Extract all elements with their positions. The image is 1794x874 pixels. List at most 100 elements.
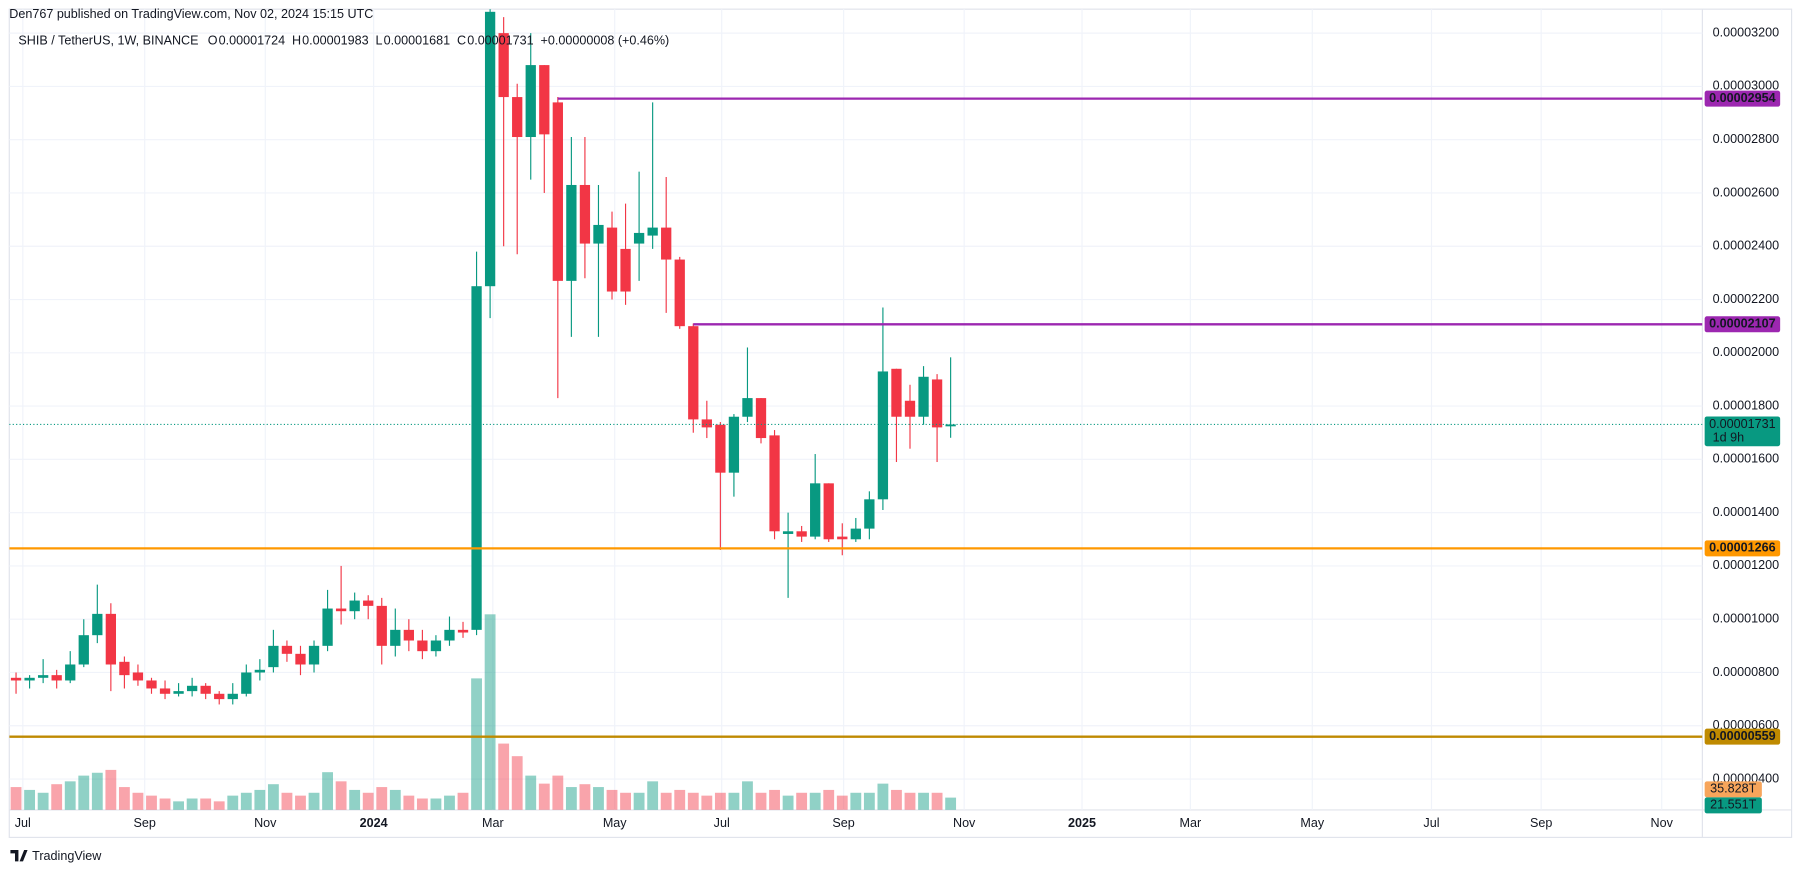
candle-body — [918, 376, 929, 417]
candle-body — [403, 629, 414, 641]
footer: TradingView — [10, 849, 102, 863]
candle-body — [782, 531, 794, 534]
y-tick-label: 0.00001200 — [1713, 558, 1779, 572]
volume-bar — [267, 784, 279, 810]
volume-bar — [796, 792, 808, 810]
candle-body — [661, 227, 672, 260]
candle-body — [417, 640, 428, 652]
volume-bar — [863, 792, 875, 810]
y-tick-label: 0.00001000 — [1713, 612, 1779, 626]
x-tick-label: Mar — [482, 816, 504, 830]
x-tick-label: Jul — [15, 816, 31, 830]
ohlc-label: C — [457, 34, 466, 48]
candle-body — [742, 398, 753, 417]
volume-bar — [254, 789, 266, 810]
candle-body — [552, 102, 563, 281]
volume-bar — [37, 792, 49, 810]
volume-bar — [904, 792, 916, 810]
level-label: 0.00002954 — [1709, 91, 1775, 105]
axes: 0.000004000.000006000.000008000.00001000… — [15, 25, 1781, 830]
candle-body — [200, 685, 211, 694]
y-tick-label: 0.00001400 — [1713, 505, 1779, 519]
x-tick-label: Sep — [832, 816, 854, 830]
candle-body — [308, 645, 320, 665]
volume-bar — [633, 792, 645, 810]
candle-body — [254, 669, 265, 673]
candle-body — [904, 400, 916, 417]
candle-body — [119, 661, 130, 676]
level-badge — [1704, 316, 1781, 333]
y-tick-label: 0.00003000 — [1713, 79, 1779, 93]
last-price-label: 0.00001731 — [1709, 417, 1775, 431]
candle-body — [146, 680, 157, 689]
candle-body — [24, 677, 35, 681]
volume-bar — [769, 789, 780, 810]
volume-bar — [660, 792, 672, 810]
candle-body — [37, 675, 49, 678]
frame — [8, 8, 1793, 838]
volume-bar — [91, 772, 103, 810]
candle-body — [268, 645, 279, 668]
x-tick-label: Sep — [134, 816, 156, 830]
candle-body — [674, 259, 685, 327]
volume-bar — [511, 756, 523, 810]
candle-body — [214, 693, 225, 700]
candle-body — [376, 605, 387, 646]
y-tick-label: 0.00002800 — [1713, 132, 1779, 146]
volume-bar — [295, 795, 306, 810]
y-tick-label: 0.00002000 — [1713, 345, 1779, 359]
y-tick-label: 0.00001600 — [1713, 452, 1779, 466]
x-tick-label: Jul — [1423, 816, 1439, 830]
volume-bar — [593, 787, 604, 810]
candle-body — [877, 371, 889, 500]
candle-body — [837, 536, 848, 540]
candle-body — [512, 97, 523, 138]
volume-bar — [498, 743, 510, 810]
candle-body — [173, 691, 184, 694]
volume-bar — [755, 792, 767, 810]
y-tick-label: 0.00002600 — [1713, 185, 1779, 199]
volume-bar — [159, 798, 171, 810]
candle-body — [945, 424, 956, 427]
x-tick-label: Mar — [1180, 816, 1202, 830]
volume-bar — [308, 792, 320, 810]
volume-bar — [538, 783, 550, 810]
ohlc-value: 0.00001724 — [219, 34, 285, 48]
volume-bar — [227, 795, 239, 810]
candle-body — [728, 416, 740, 473]
volume-bar — [240, 792, 252, 810]
candle-body — [498, 33, 509, 98]
candle-body — [51, 675, 62, 681]
y-tick-label: 0.00002200 — [1713, 292, 1779, 306]
candle-body — [65, 664, 76, 681]
y-tick-label: 0.00000600 — [1713, 718, 1779, 732]
candle-body — [810, 483, 821, 537]
volume-bar — [376, 787, 388, 810]
volume-bar — [471, 678, 482, 810]
candle-body — [755, 398, 767, 439]
ohlc-label: L — [376, 34, 383, 48]
x-tick-label: 2024 — [360, 816, 388, 830]
volume-bar — [687, 792, 699, 810]
y-tick-label: 0.00001800 — [1713, 398, 1779, 412]
brand: TradingView — [32, 849, 102, 863]
volume-bar — [200, 798, 212, 810]
legend: SHIB / TetherUS, 1W, BINANCE O 0.00001724 H… — [18, 34, 669, 48]
level-badge — [1704, 90, 1781, 107]
candle-body — [457, 629, 469, 633]
volume-bar — [105, 769, 117, 810]
candle-body — [891, 368, 902, 417]
plot — [9, 9, 1703, 810]
volume-bar — [362, 792, 374, 810]
candle-body — [566, 184, 577, 281]
candle-body — [633, 232, 645, 244]
volume-bar — [173, 801, 184, 810]
volume-bar — [322, 772, 333, 810]
logo — [10, 849, 28, 862]
volume-bar — [525, 775, 537, 810]
volume-bar — [891, 789, 902, 810]
candle-body — [227, 693, 238, 700]
volume-bar — [565, 787, 577, 810]
volume-bar — [213, 801, 225, 810]
